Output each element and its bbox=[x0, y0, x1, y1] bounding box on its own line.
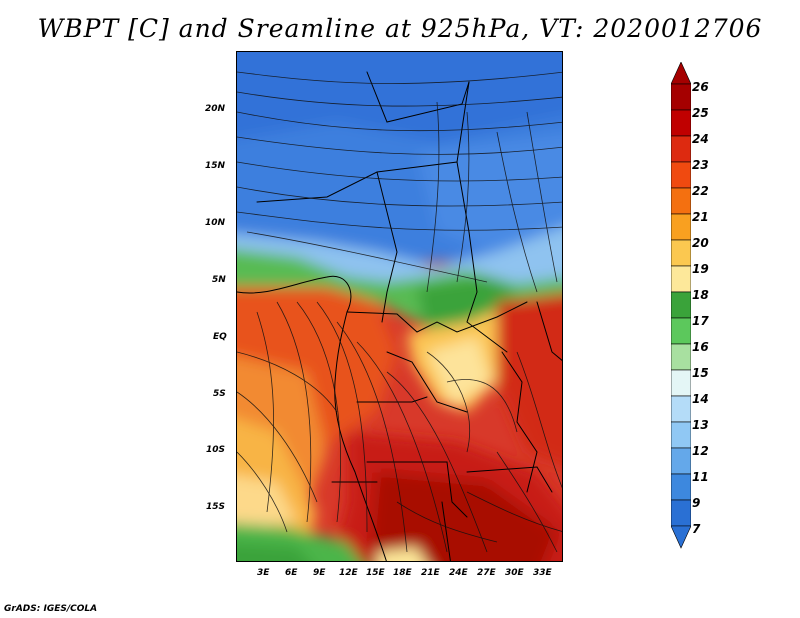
colorbar-label-26: 26 bbox=[692, 80, 709, 94]
colorbar-box bbox=[671, 135, 691, 163]
colorbar-label-15: 15 bbox=[692, 366, 709, 380]
colorbar-label-23: 23 bbox=[692, 158, 709, 172]
colorbar-label-21: 21 bbox=[692, 210, 709, 224]
colorbar-label-24: 24 bbox=[692, 132, 709, 146]
colorbar-box bbox=[671, 109, 691, 137]
lon-label-21e: 21E bbox=[421, 568, 440, 578]
lon-label-33e: 33E bbox=[533, 568, 552, 578]
colorbar-box bbox=[671, 161, 691, 189]
colorbar-box bbox=[671, 239, 691, 267]
grads-credit: GrADS: IGES/COLA bbox=[4, 604, 98, 614]
lon-label-9e: 9E bbox=[313, 568, 326, 578]
colorbar-label-14: 14 bbox=[692, 392, 709, 406]
colorbar-label-11: 11 bbox=[692, 470, 709, 484]
colorbar-box bbox=[671, 291, 691, 319]
lat-label-10n: 10N bbox=[205, 218, 226, 228]
colorbar-label-20: 20 bbox=[692, 236, 709, 250]
colorbar-label-18: 18 bbox=[692, 288, 709, 302]
colorbar-box bbox=[671, 187, 691, 215]
colorbar-label-16: 16 bbox=[692, 340, 709, 354]
lon-label-18e: 18E bbox=[393, 568, 412, 578]
colorbar-box bbox=[671, 83, 691, 111]
colorbar-label-12: 12 bbox=[692, 444, 709, 458]
colorbar-label-7: 7 bbox=[692, 522, 701, 536]
lon-label-27e: 27E bbox=[477, 568, 496, 578]
colorbar-label-22: 22 bbox=[692, 184, 709, 198]
lat-label-15n: 15N bbox=[205, 161, 226, 171]
colorbar-box bbox=[671, 317, 691, 345]
colorbar-box bbox=[671, 421, 691, 449]
wbpt-field bbox=[237, 52, 562, 561]
colorbar-top-arrow bbox=[671, 62, 691, 85]
colorbar-bottom-arrow bbox=[671, 525, 691, 549]
colorbar-box bbox=[671, 343, 691, 371]
colorbar-scale bbox=[671, 62, 691, 549]
colorbar-box bbox=[671, 369, 691, 397]
lon-label-24e: 24E bbox=[449, 568, 468, 578]
lat-label-eq: EQ bbox=[213, 332, 227, 342]
lat-label-5n: 5N bbox=[212, 275, 226, 285]
colorbar-box bbox=[671, 213, 691, 241]
lat-label-20n: 20N bbox=[205, 104, 226, 114]
colorbar bbox=[671, 62, 691, 556]
lon-label-30e: 30E bbox=[505, 568, 524, 578]
lat-label-5s: 5S bbox=[213, 389, 226, 399]
lat-label-15s: 15S bbox=[206, 502, 226, 512]
map-title: WBPT [C] and Sreamline at 925hPa, VT: 20… bbox=[37, 14, 763, 43]
lon-label-15e: 15E bbox=[366, 568, 385, 578]
colorbar-box bbox=[671, 395, 691, 423]
colorbar-label-13: 13 bbox=[692, 418, 709, 432]
colorbar-label-25: 25 bbox=[692, 106, 709, 120]
lon-label-12e: 12E bbox=[339, 568, 358, 578]
colorbar-label-9: 9 bbox=[692, 496, 701, 510]
colorbar-box bbox=[671, 473, 691, 501]
lon-label-6e: 6E bbox=[285, 568, 298, 578]
colorbar-box bbox=[671, 265, 691, 293]
colorbar-box bbox=[671, 447, 691, 475]
lat-label-10s: 10S bbox=[206, 445, 226, 455]
colorbar-label-19: 19 bbox=[692, 262, 709, 276]
lon-label-3e: 3E bbox=[257, 568, 270, 578]
colorbar-label-17: 17 bbox=[692, 314, 709, 328]
map-panel bbox=[236, 51, 563, 562]
colorbar-box bbox=[671, 499, 691, 527]
